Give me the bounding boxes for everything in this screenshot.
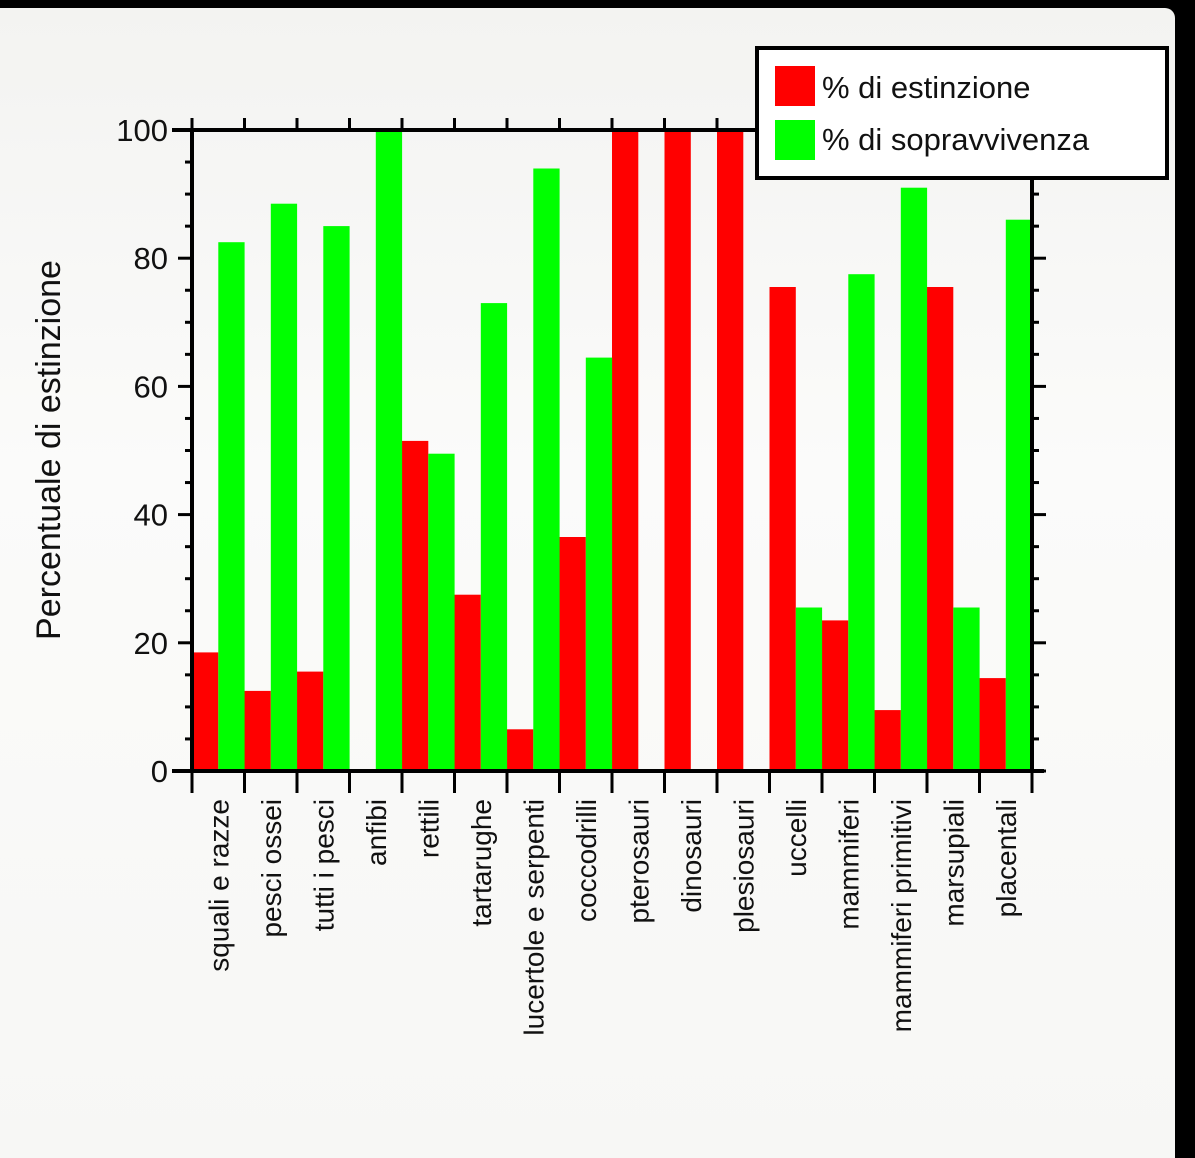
bar-extinction-13 <box>874 710 901 771</box>
legend-label-survival: % di sopravvivenza <box>822 122 1090 157</box>
bar-survival-5 <box>480 303 508 771</box>
legend: % di estinzione % di sopravvivenza <box>755 46 1169 180</box>
legend-label-extinction: % di estinzione <box>822 70 1031 105</box>
bar-extinction-1 <box>244 690 271 771</box>
category-label-6: lucertole e serpenti <box>518 799 549 1036</box>
category-label-2: tutti i pesci <box>308 799 339 931</box>
labels-layer: 0 20 40 60 80 100 squali e razze pesci ossei tut… <box>116 113 1022 1036</box>
category-label-14: marsupiali <box>938 799 969 927</box>
y-tick-label-60: 60 <box>134 369 168 404</box>
bar-extinction-10 <box>717 130 744 771</box>
category-label-3: anfibi <box>361 799 392 866</box>
bar-extinction-15 <box>979 678 1006 771</box>
bar-extinction-9 <box>664 130 691 771</box>
bar-extinction-11 <box>769 287 796 771</box>
y-tick-label-20: 20 <box>134 626 168 661</box>
bar-extinction-8 <box>612 130 639 771</box>
bar-extinction-6 <box>507 729 534 771</box>
bar-extinction-12 <box>822 620 849 771</box>
category-label-0: squali e razze <box>203 799 234 972</box>
bar-survival-2 <box>323 226 350 772</box>
legend-swatch-survival <box>775 120 815 160</box>
bar-survival-7 <box>585 357 613 771</box>
category-label-11: uccelli <box>781 799 812 877</box>
bar-survival-4 <box>428 453 455 771</box>
y-tick-label-80: 80 <box>134 241 168 276</box>
y-tick-label-100: 100 <box>116 113 168 148</box>
bar-extinction-14 <box>927 287 954 771</box>
bar-survival-11 <box>795 607 823 771</box>
bar-extinction-0 <box>192 652 219 771</box>
legend-box <box>755 46 1169 180</box>
category-label-12: mammiferi <box>833 799 864 930</box>
category-label-5: tartarughe <box>466 799 497 927</box>
bar-survival-14 <box>953 607 980 771</box>
category-label-1: pesci ossei <box>256 799 287 938</box>
bar-survival-15 <box>1005 219 1033 771</box>
category-label-7: coccodrilli <box>571 799 602 922</box>
y-tick-label-0: 0 <box>151 754 168 789</box>
bar-survival-3 <box>375 130 403 771</box>
bar-extinction-4 <box>402 440 429 771</box>
bar-extinction-5 <box>454 594 481 771</box>
bar-survival-0 <box>218 242 245 771</box>
bar-extinction-7 <box>559 537 586 771</box>
category-label-9: dinosauri <box>676 799 707 913</box>
category-label-4: rettili <box>413 799 444 858</box>
category-label-15: placentali <box>991 799 1022 917</box>
bar-survival-13 <box>900 187 928 771</box>
legend-swatch-extinction <box>775 66 815 106</box>
y-axis-title: Percentuale di estinzione <box>30 260 68 640</box>
category-label-10: plesiosauri <box>728 799 759 933</box>
bar-extinction-2 <box>297 671 324 771</box>
bars-layer <box>192 130 1033 772</box>
y-tick-label-40: 40 <box>134 498 168 533</box>
category-label-13: mammiferi primitivi <box>886 799 917 1032</box>
bar-survival-12 <box>848 274 875 771</box>
bar-survival-6 <box>533 168 560 771</box>
category-label-8: pterosauri <box>623 799 654 924</box>
bar-survival-1 <box>270 203 298 771</box>
